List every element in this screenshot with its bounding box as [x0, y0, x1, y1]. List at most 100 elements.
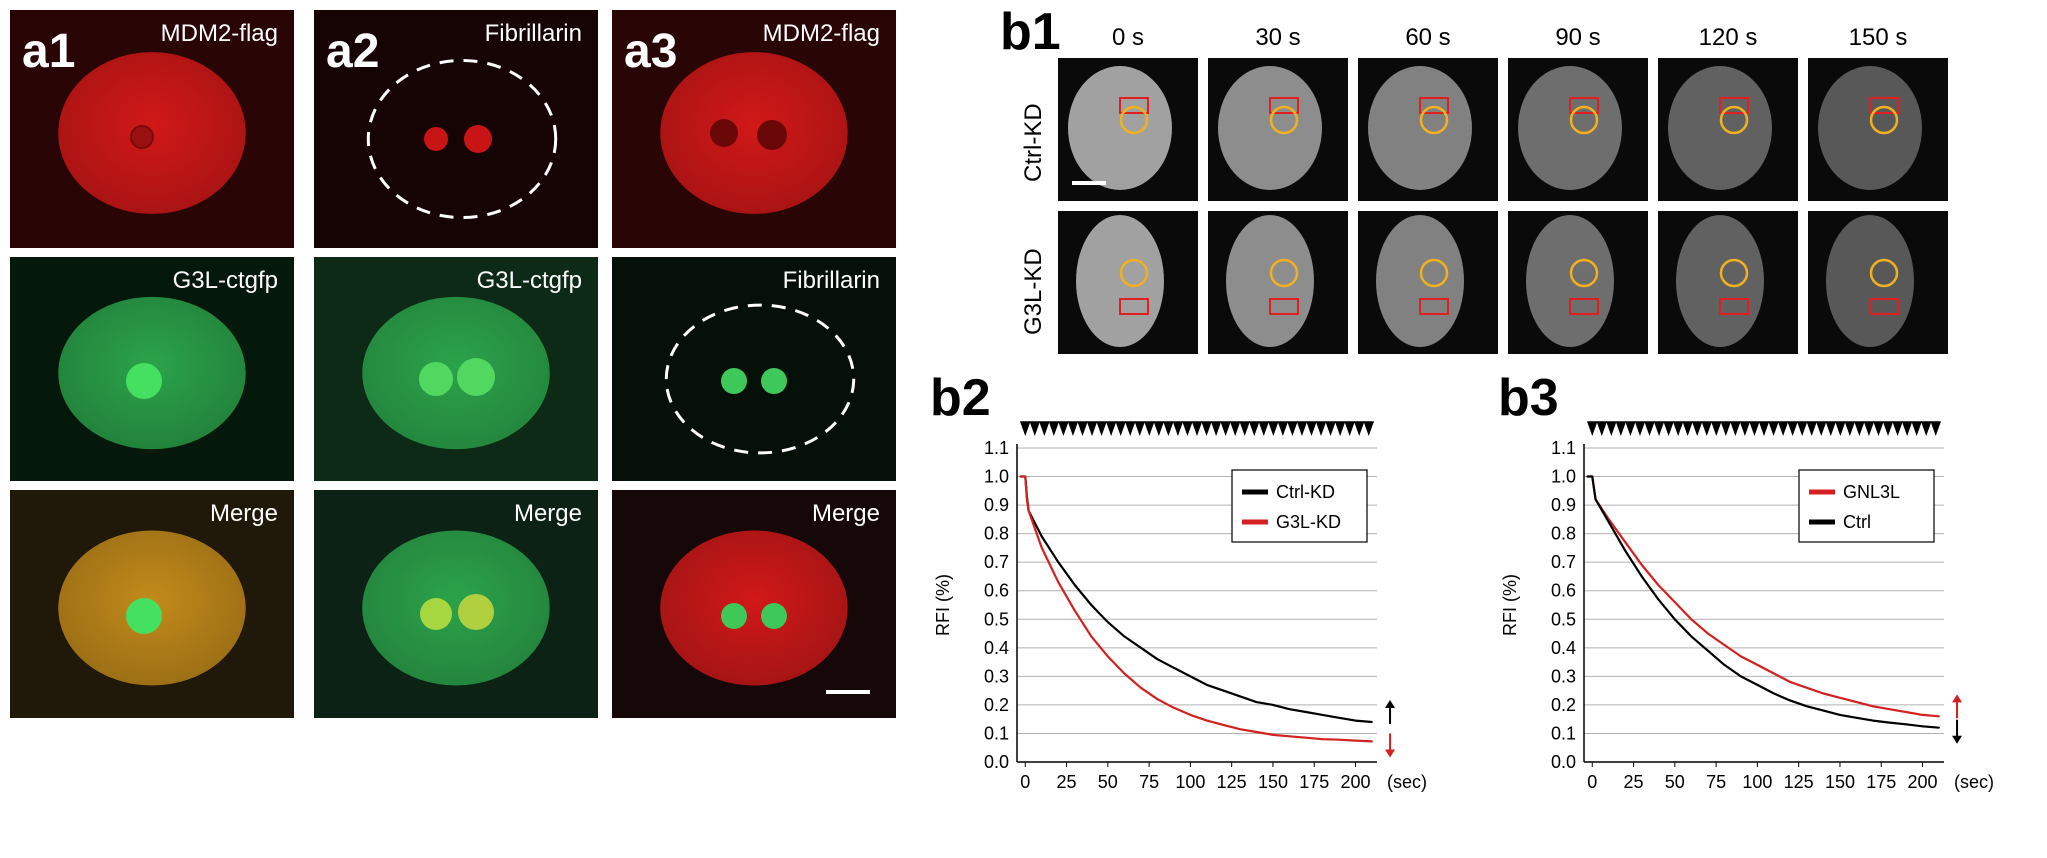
bleach-marker: [1344, 422, 1355, 436]
bleach-marker: [1892, 422, 1903, 436]
time-label: 150 s: [1848, 24, 1908, 51]
flip-frame: [1658, 211, 1798, 354]
bleach-marker: [1759, 422, 1769, 436]
nucleus-outline: [366, 58, 558, 220]
nucleus-outline: [664, 303, 856, 455]
data-point: [1586, 475, 1589, 478]
bleach-marker: [1163, 422, 1174, 436]
data-point: [1690, 635, 1693, 638]
flip-frame: [1058, 211, 1198, 354]
data-point: [1272, 733, 1274, 736]
bleach-roi-box: [1719, 298, 1749, 315]
y-tick-label: 0.7: [1551, 552, 1576, 572]
measure-roi-circle: [1869, 105, 1899, 135]
bleach-marker: [1115, 422, 1126, 436]
data-point: [1172, 706, 1175, 709]
data-point: [1156, 658, 1159, 661]
legend-box: [1798, 469, 1935, 543]
data-point: [1756, 684, 1759, 686]
bleach-marker: [1287, 422, 1298, 436]
data-point: [1123, 635, 1126, 638]
bleach-marker: [1144, 422, 1155, 436]
bleach-marker: [1644, 422, 1655, 436]
data-point: [1938, 726, 1940, 729]
bleach-roi-box: [1419, 298, 1449, 315]
x-tick-label: 200: [1341, 772, 1371, 792]
measure-roi-circle: [1719, 105, 1749, 135]
bleach-marker: [1268, 422, 1279, 436]
data-point: [1905, 723, 1907, 726]
data-point: [1739, 655, 1742, 658]
bleach-roi-box: [1419, 97, 1449, 114]
trend-arrow-head: [1385, 749, 1396, 758]
x-tick-label: 100: [1742, 772, 1772, 792]
bleach-marker: [1682, 422, 1693, 436]
bleach-roi-box: [1269, 298, 1299, 315]
data-point: [1905, 711, 1907, 713]
data-point: [1657, 598, 1660, 601]
bleach-marker: [1730, 422, 1741, 436]
bleach-roi-box: [1119, 298, 1149, 315]
data-point: [1822, 709, 1825, 712]
x-axis-label: (sec): [1387, 772, 1427, 792]
data-point: [1272, 704, 1274, 706]
micro-label: Merge: [811, 500, 880, 527]
time-label: 90 s: [1555, 24, 1601, 51]
data-point: [1172, 666, 1175, 669]
data-point: [1938, 715, 1940, 718]
y-tick-label: 0.7: [984, 552, 1009, 572]
x-tick-label: 125: [1784, 772, 1814, 792]
x-tick-label: 50: [1665, 772, 1685, 792]
y-tick-label: 0.0: [984, 752, 1009, 772]
x-tick-label: 0: [1587, 772, 1597, 792]
bleach-marker: [1768, 422, 1779, 436]
y-axis-label: RFI (%): [1500, 574, 1520, 636]
data-point: [1657, 584, 1660, 586]
data-point: [1206, 684, 1208, 686]
bleach-marker: [1153, 422, 1164, 436]
bleach-marker: [1587, 422, 1598, 436]
flip-frame: [1358, 58, 1498, 201]
bleach-marker: [1067, 422, 1078, 436]
data-point: [1594, 498, 1597, 501]
y-tick-label: 0.3: [1551, 666, 1576, 686]
trend-arrow-head: [1385, 700, 1396, 709]
data-point: [1789, 699, 1792, 702]
scale-bar: [826, 690, 870, 694]
bleach-marker: [1749, 422, 1760, 436]
bleach-marker: [1335, 422, 1346, 436]
nucleus-shape: [362, 530, 550, 686]
data-point: [1921, 714, 1924, 716]
bleach-roi-box: [1119, 97, 1149, 114]
bleach-marker: [1087, 422, 1098, 436]
x-tick-label: 75: [1706, 772, 1726, 792]
bleach-marker: [1883, 422, 1894, 436]
data-point: [1255, 731, 1258, 733]
bleach-marker: [1325, 422, 1336, 436]
data-point: [1073, 584, 1076, 586]
bleach-marker: [1125, 422, 1136, 436]
flip-frame: [1658, 58, 1798, 201]
x-tick-label: 25: [1057, 772, 1077, 792]
data-point: [1706, 649, 1709, 652]
bleach-marker: [1816, 422, 1827, 436]
micro-fibrillarin-panel: Fibrillarin: [314, 10, 598, 248]
x-tick-label: 25: [1624, 772, 1644, 792]
bleach-marker: [1911, 422, 1922, 436]
measure-roi-circle: [1269, 105, 1299, 135]
bleach-marker: [1596, 422, 1607, 436]
data-point: [1139, 646, 1142, 649]
bleach-marker: [1692, 422, 1703, 436]
y-tick-label: 0.4: [1551, 638, 1576, 658]
y-tick-label: 1.0: [984, 467, 1009, 487]
bleach-marker: [1654, 422, 1665, 436]
bleach-marker: [1182, 422, 1193, 436]
measure-roi-circle: [1419, 105, 1449, 135]
bleach-marker: [1058, 422, 1069, 436]
micro-mdm2-flag-panel: MDM2-flag: [612, 10, 896, 248]
y-tick-label: 0.2: [984, 695, 1009, 715]
data-point: [1239, 695, 1241, 698]
data-point: [1773, 692, 1775, 695]
panel-letter-b1: b1: [1000, 3, 1061, 61]
micro-label: MDM2-flag: [160, 20, 278, 47]
